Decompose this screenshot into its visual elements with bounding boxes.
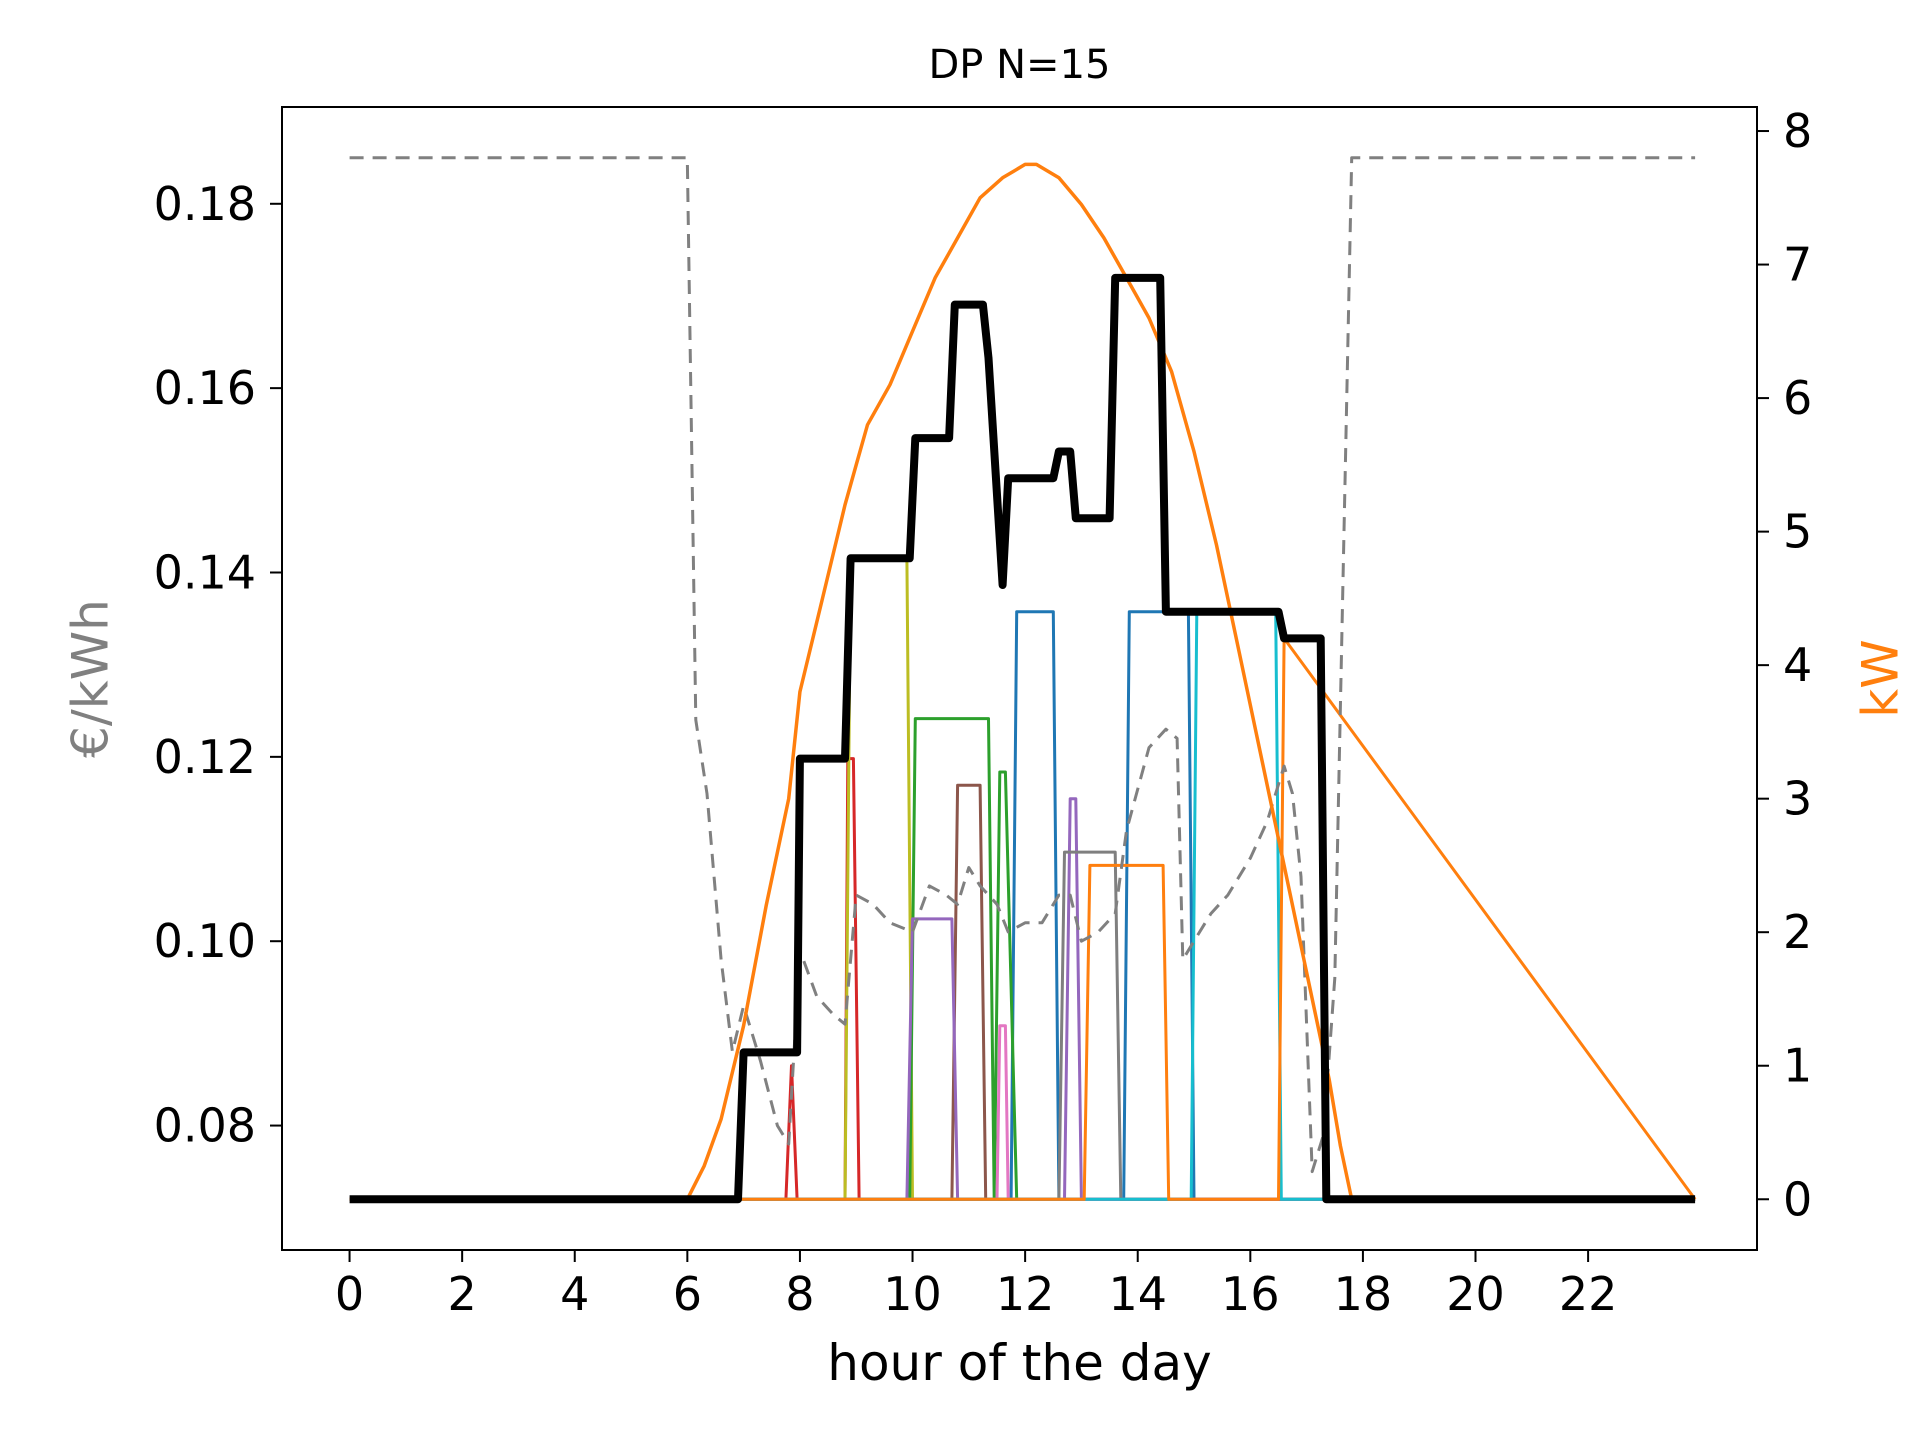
series-line-2: [349, 556, 1696, 1201]
y-left-tick-label: 0.18: [154, 177, 256, 231]
y-left-tick-label: 0.10: [154, 914, 256, 968]
x-axis-label: hour of the day: [827, 1334, 1211, 1392]
x-tick-label: 8: [785, 1267, 814, 1321]
series-line-5: [349, 797, 1696, 1201]
x-tick-label: 20: [1446, 1267, 1505, 1321]
chart-title: DP N=15: [929, 42, 1111, 88]
x-tick-label: 14: [1108, 1267, 1167, 1321]
y-right-tick-label: 4: [1783, 638, 1812, 692]
y-left-tick-label: 0.08: [154, 1099, 256, 1153]
x-tick-label: 18: [1334, 1267, 1393, 1321]
series-line-7: [349, 850, 1696, 1201]
x-tick-label: 16: [1221, 1267, 1280, 1321]
series-line-8: [349, 610, 1696, 1201]
y-right-tick-label: 0: [1783, 1172, 1812, 1226]
y-right-tick-label: 2: [1783, 905, 1812, 959]
y-right-tick-label: 8: [1783, 104, 1812, 158]
x-tick-label: 22: [1559, 1267, 1618, 1321]
y-left-tick-label: 0.14: [154, 545, 256, 599]
series-line-12: [349, 273, 1696, 1204]
x-tick-label: 6: [673, 1267, 702, 1321]
series-line-11: [349, 162, 1696, 1202]
series-line-1: [349, 757, 1696, 1201]
y-axis-left-label: €/kWh: [62, 599, 120, 758]
y-right-tick-label: 1: [1783, 1039, 1812, 1093]
y-right-tick-label: 5: [1783, 505, 1812, 559]
series-line-0: [349, 610, 1696, 1201]
y-right-tick-label: 6: [1783, 371, 1812, 425]
y-left-tick-label: 0.16: [154, 361, 256, 415]
y-axis-right: 0 1 2 3 4 5 6 7 8: [1757, 104, 1812, 1226]
y-left-tick-label: 0.12: [154, 730, 256, 784]
series-layer: [349, 156, 1697, 1204]
x-tick-label: 10: [883, 1267, 942, 1321]
series-line-6: [349, 1024, 1696, 1201]
y-right-tick-label: 7: [1783, 238, 1812, 292]
series-line-3: [349, 717, 1696, 1201]
series-line-4: [349, 783, 1696, 1201]
x-tick-label: 0: [335, 1267, 364, 1321]
plot-frame: [281, 106, 1758, 1251]
x-tick-label: 4: [560, 1267, 589, 1321]
x-tick-label: 2: [448, 1267, 477, 1321]
series-line-10: [349, 156, 1696, 1174]
y-axis-right-label: kW: [1852, 639, 1910, 717]
series-line-9: [349, 636, 1697, 1201]
x-tick-label: 12: [996, 1267, 1055, 1321]
y-axis-left: 0.08 0.10 0.12 0.14 0.16 0.18: [154, 177, 282, 1153]
x-axis: 0 2 4 6 8 10 12 14 16 18 20 22: [335, 1250, 1617, 1321]
y-right-tick-label: 3: [1783, 772, 1812, 826]
